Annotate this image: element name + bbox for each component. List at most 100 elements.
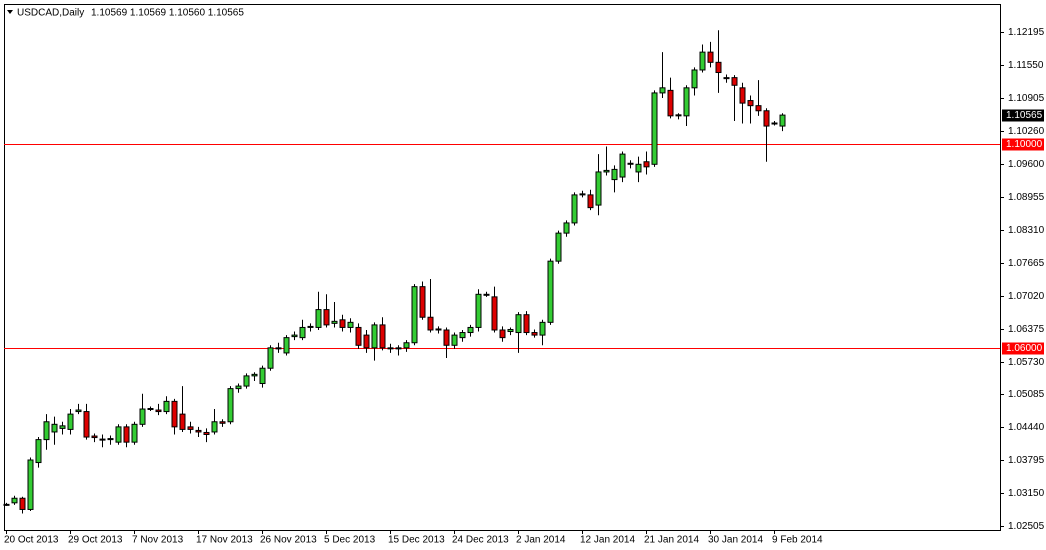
candle-body [59,425,66,429]
candle-body [3,503,10,506]
candle-body [675,114,682,117]
candle-body [235,385,242,390]
candle-body [139,408,146,425]
candle-body [203,431,210,436]
candle-body [411,286,418,344]
price-label: 1.10000 [1006,139,1043,150]
y-tick-label: 1.08955 [1008,192,1045,203]
candle-body [75,409,82,413]
candle-body [195,429,202,433]
candle-body [635,163,642,173]
y-tick-label: 1.08310 [1008,225,1045,236]
last-price-label: 1.10565 [1006,110,1043,121]
candle-body [147,408,154,411]
candle-body [715,61,722,74]
candle-body [259,367,266,385]
x-tick-label: 20 Oct 2013 [4,535,59,546]
plot-frame [4,4,1001,531]
y-tick-label: 1.07665 [1008,258,1045,269]
chart-title: USDCAD,Daily [17,8,84,19]
candle-body [347,321,354,328]
x-tick-label: 26 Nov 2013 [260,535,317,546]
y-tick-label: 1.05085 [1008,389,1045,400]
candle-body [171,400,178,428]
x-tick-label: 15 Dec 2013 [388,535,445,546]
candle-body [395,347,402,350]
candle-body [563,222,570,234]
candle-body [35,439,42,464]
candle-body [547,260,554,323]
candle-body [299,326,306,339]
y-tick-label: 1.03795 [1008,455,1045,466]
x-tick-label: 17 Nov 2013 [196,535,253,546]
candle-body [763,110,770,127]
candle-body [155,409,162,413]
y-tick-label: 1.03150 [1008,488,1045,499]
price-label: 1.06000 [1006,343,1043,354]
x-tick-label: 7 Nov 2013 [132,535,184,546]
candle-body [355,326,362,346]
candle-body [11,497,18,504]
candle-body [683,87,690,117]
menu-arrow[interactable] [7,10,13,14]
candle-body [19,497,26,510]
candle-body [731,77,738,86]
candle-body [467,326,474,334]
candle-body [659,87,666,94]
y-tick-label: 1.11550 [1008,60,1044,71]
candle-body [747,100,754,107]
candle-body [179,413,186,430]
candle-body [755,105,762,112]
candle-body [779,114,786,127]
candle-body [211,421,218,433]
candle-body [427,316,434,331]
candle-body [115,426,122,443]
candle-body [43,421,50,441]
candle-body [107,438,114,441]
y-tick-label: 1.10260 [1008,126,1045,137]
candle-body [691,69,698,89]
candle-body [579,193,586,196]
candle-body [379,324,386,349]
candle-body [275,347,282,350]
y-tick-label: 1.10905 [1008,93,1045,104]
candle-body [723,77,730,80]
candle-body [251,373,258,377]
candle-body [707,51,714,63]
x-tick-label: 24 Dec 2013 [452,535,509,546]
candle-body [219,421,226,424]
x-tick-label: 2 Jan 2014 [516,535,566,546]
candle-body [491,296,498,331]
x-tick-label: 30 Jan 2014 [708,535,763,546]
candle-body [451,334,458,346]
candle-body [771,122,778,125]
candle-body [363,334,370,349]
candle-body [699,51,706,71]
candle-body [331,320,338,324]
candle-body [403,342,410,349]
candle-body [555,232,562,262]
candle-body [627,162,634,165]
candle-body [339,319,346,328]
candle-body [475,293,482,328]
candle-body [443,329,450,346]
candle-body [619,153,626,178]
candle-body [83,411,90,438]
y-tick-label: 1.04440 [1008,422,1045,433]
candle-body [267,347,274,369]
candle-body [611,168,618,181]
x-tick-label: 9 Feb 2014 [772,535,823,546]
x-tick-label: 21 Jan 2014 [644,535,699,546]
x-tick-label: 29 Oct 2013 [68,535,123,546]
candle-body [507,328,514,333]
candle-body [323,309,330,326]
candle-body [27,459,34,510]
y-tick-label: 1.02505 [1008,521,1045,532]
candle-body [603,169,610,173]
candle-body [91,435,98,439]
candle-body [419,286,426,318]
candle-body [739,87,746,104]
